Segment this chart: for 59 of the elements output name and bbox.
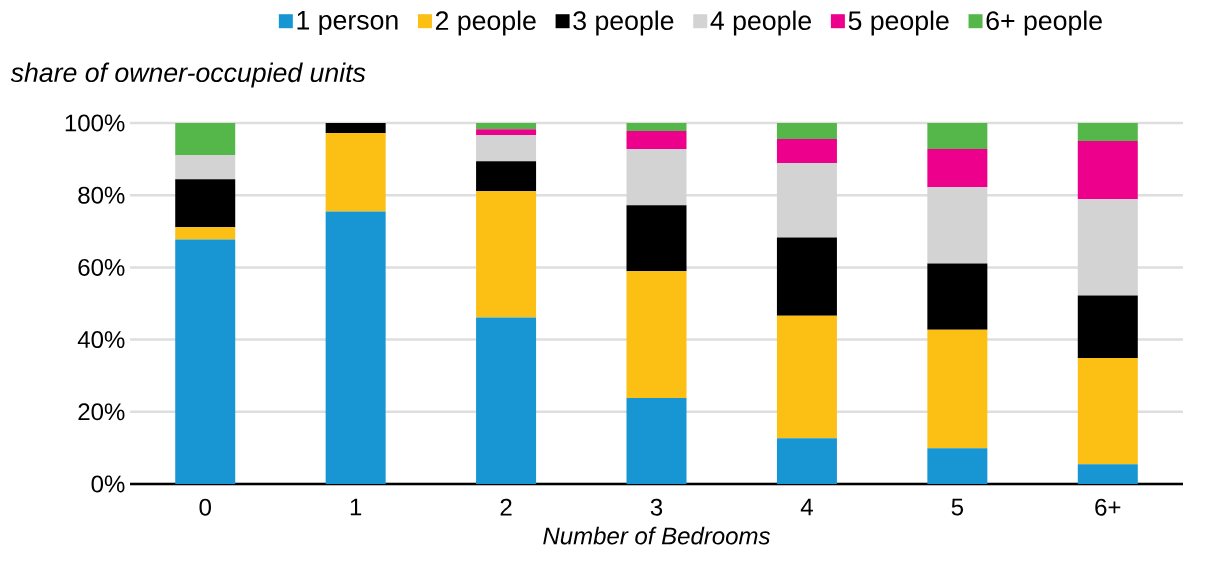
legend-label: 1 person	[297, 11, 398, 35]
bar	[175, 239, 236, 484]
bar	[626, 205, 687, 272]
bar	[1077, 464, 1138, 484]
bar	[927, 448, 988, 484]
x-axis-title: Number of Bedrooms	[543, 526, 770, 545]
bar	[776, 122, 837, 139]
y-axis-title: share of owner-occupied units	[10, 62, 366, 88]
bar	[776, 237, 837, 316]
bar	[927, 122, 988, 149]
x-tick-label: 2	[500, 498, 512, 516]
y-tick-label: 60%	[78, 258, 125, 276]
x-tick-label: 3	[650, 498, 663, 516]
x-tick-label: 6+	[1095, 498, 1121, 516]
legend-label: 5 people	[848, 10, 949, 36]
y-tick-label: 0%	[91, 475, 125, 493]
y-tick-label: 40%	[77, 331, 125, 349]
bar	[476, 129, 537, 135]
bar	[626, 398, 687, 484]
bar	[927, 329, 988, 449]
bar	[1077, 199, 1138, 296]
bar	[476, 122, 537, 130]
bar	[776, 438, 837, 484]
bar	[476, 161, 537, 192]
bar	[927, 187, 988, 264]
bar	[927, 263, 988, 330]
bar	[325, 133, 386, 212]
bar	[1077, 358, 1138, 465]
bar	[476, 134, 537, 162]
bar	[626, 148, 687, 206]
x-tick-label: 1	[350, 498, 362, 516]
y-tick-label: 100%	[65, 114, 125, 132]
bar	[626, 130, 687, 149]
bar	[175, 122, 236, 156]
legend-label: 2 people	[435, 10, 536, 36]
y-tick-label: 20%	[78, 403, 125, 421]
bar	[626, 271, 687, 399]
bar	[476, 317, 537, 484]
bar	[626, 122, 687, 131]
bar	[927, 148, 988, 188]
legend-label: 6+ people	[986, 10, 1102, 36]
bar	[325, 122, 386, 134]
bar	[325, 211, 386, 484]
x-tick-label: 5	[951, 498, 964, 516]
x-tick-label: 0	[199, 498, 211, 516]
bar	[175, 227, 236, 240]
bar	[175, 155, 236, 180]
bar	[776, 138, 837, 164]
legend-label: 4 people	[710, 10, 811, 36]
y-tick-label: 80%	[78, 186, 125, 204]
bar	[1077, 295, 1138, 358]
bar	[1077, 122, 1138, 142]
bar	[776, 163, 837, 238]
bar	[776, 315, 837, 439]
bar	[175, 179, 236, 228]
x-tick-label: 4	[800, 498, 813, 516]
legend-label: 3 people	[573, 10, 674, 36]
bar	[1077, 141, 1138, 200]
bar	[476, 191, 537, 318]
